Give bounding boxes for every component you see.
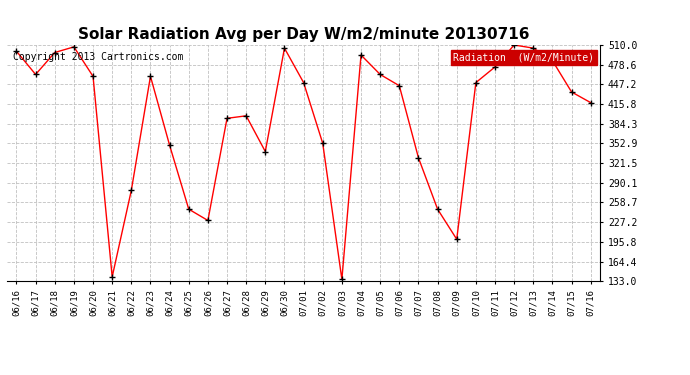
Title: Solar Radiation Avg per Day W/m2/minute 20130716: Solar Radiation Avg per Day W/m2/minute … [78,27,529,42]
Text: Radiation  (W/m2/Minute): Radiation (W/m2/Minute) [453,52,594,62]
Text: Copyright 2013 Cartronics.com: Copyright 2013 Cartronics.com [13,52,184,62]
